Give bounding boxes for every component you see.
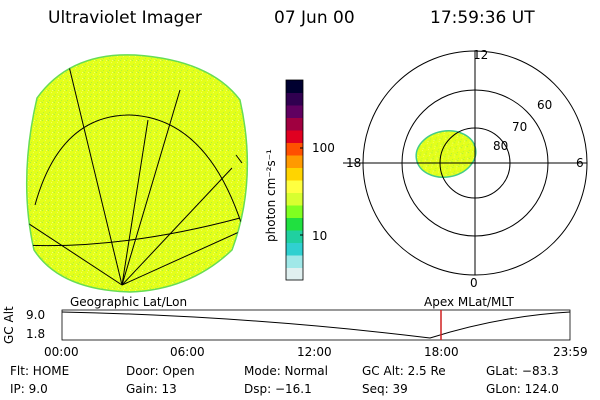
mlt-label-0: 0 bbox=[470, 276, 478, 290]
mode-field: Mode: Normal bbox=[244, 364, 328, 378]
altitude-frame bbox=[61, 309, 571, 341]
colorbar-segment bbox=[286, 180, 303, 193]
colorbar-segment bbox=[286, 142, 303, 156]
colorbar-tick-100: 100 bbox=[312, 141, 335, 155]
colorbar-frame bbox=[285, 79, 304, 281]
auroral-oval bbox=[415, 130, 477, 178]
longitude-line bbox=[26, 217, 241, 247]
altitude-curve bbox=[61, 311, 571, 339]
instrument-title: Ultraviolet Imager bbox=[48, 8, 202, 28]
mlat-label-70: 70 bbox=[512, 120, 528, 134]
ip-field: IP: 9.0 bbox=[10, 382, 48, 396]
colorbar-segment bbox=[286, 92, 303, 106]
gc-altitude-field: GC Alt: 2.5 Re bbox=[362, 364, 446, 378]
altitude-tick-low: 1.8 bbox=[26, 327, 46, 341]
colorbar-segment bbox=[286, 167, 303, 181]
colorbar-segment bbox=[286, 242, 303, 256]
meridian-line bbox=[26, 217, 123, 286]
colorbar-segment bbox=[286, 267, 303, 281]
colorbar-segment bbox=[286, 230, 303, 243]
geo-longitude-field: GLon: 124.0 bbox=[486, 382, 559, 396]
mlt-label-6: 6 bbox=[576, 156, 584, 170]
colorbar bbox=[285, 79, 304, 281]
altitude-tick-high: 9.0 bbox=[26, 308, 46, 322]
tick-mark bbox=[235, 154, 243, 164]
polar-plot bbox=[343, 50, 588, 276]
colorbar-segment bbox=[286, 80, 303, 93]
mlat-label-60: 60 bbox=[537, 98, 553, 112]
colorbar-segment bbox=[286, 255, 303, 268]
date-label: 07 Jun 00 bbox=[274, 8, 355, 28]
time-tick-0600: 06:00 bbox=[170, 345, 205, 359]
altitude-panel bbox=[61, 309, 571, 341]
time-tick-2359: 23:59 bbox=[553, 345, 588, 359]
flight-field: Flt: HOME bbox=[10, 364, 70, 378]
colorbar-segment bbox=[286, 130, 303, 143]
sequence-field: Seq: 39 bbox=[362, 382, 408, 396]
latitude-line bbox=[34, 114, 246, 236]
mlat-label-80: 80 bbox=[493, 139, 509, 153]
altitude-axis-title: GC Alt bbox=[2, 306, 16, 344]
time-tick-1800: 18:00 bbox=[424, 345, 459, 359]
meridian-line bbox=[67, 61, 123, 286]
meridian-line bbox=[121, 167, 233, 286]
gain-field: Gain: 13 bbox=[126, 382, 177, 396]
colorbar-segment bbox=[286, 217, 303, 231]
colorbar-segment bbox=[286, 192, 303, 206]
meridian-line bbox=[121, 119, 149, 286]
colorbar-segment bbox=[286, 155, 303, 168]
mlt-label-12: 12 bbox=[473, 48, 489, 62]
dsp-field: Dsp: −16.1 bbox=[244, 382, 312, 396]
colorbar-tick-10: 10 bbox=[312, 229, 328, 243]
geographic-image bbox=[25, 54, 249, 293]
colorbar-segment bbox=[286, 205, 303, 218]
meridian-line bbox=[121, 89, 181, 286]
time-tick-1200: 12:00 bbox=[297, 345, 332, 359]
door-field: Door: Open bbox=[126, 364, 195, 378]
time-tick-0000: 00:00 bbox=[44, 345, 79, 359]
time-label: 17:59:36 UT bbox=[430, 8, 535, 28]
earth-disk bbox=[25, 54, 249, 293]
apex-panel-label: Apex MLat/MLT bbox=[424, 295, 514, 309]
geographic-panel-label: Geographic Lat/Lon bbox=[70, 295, 188, 309]
meridian-line bbox=[121, 227, 248, 286]
geo-latitude-field: GLat: −83.3 bbox=[486, 364, 559, 378]
colorbar-unit-label: photon cm⁻²s⁻¹ bbox=[264, 149, 278, 242]
colorbar-segment bbox=[286, 117, 303, 131]
colorbar-segment bbox=[286, 105, 303, 118]
mlt-label-18: 18 bbox=[346, 156, 362, 170]
